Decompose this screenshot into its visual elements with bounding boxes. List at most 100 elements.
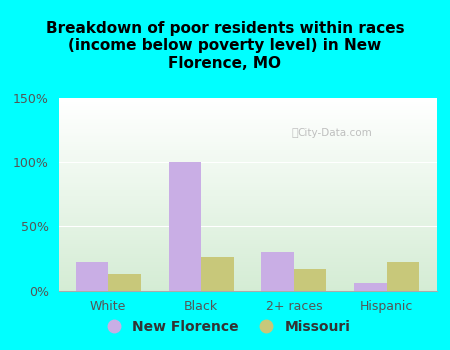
Bar [58,264,436,265]
Bar [58,111,436,113]
Bar [58,127,436,129]
Bar [58,181,436,183]
Bar [58,121,436,123]
Bar [58,113,436,115]
Bar [58,240,436,242]
Bar [58,277,436,279]
Legend: New Florence, Missouri: New Florence, Missouri [94,314,356,340]
Bar [58,288,436,290]
Bar [58,198,436,200]
Bar [58,242,436,244]
Bar [58,150,436,152]
Bar [58,129,436,131]
Bar [58,261,436,264]
Bar [58,156,436,158]
Bar [58,140,436,142]
Bar [58,177,436,179]
Bar [58,123,436,125]
Bar [58,138,436,140]
Bar [58,248,436,250]
Bar [58,102,436,104]
Bar [108,274,141,290]
Bar [58,265,436,267]
Bar [58,144,436,146]
Text: ⓘ: ⓘ [292,128,298,138]
Bar [58,267,436,270]
Bar [58,254,436,256]
Bar [58,158,436,160]
Bar [58,179,436,181]
Bar [58,142,436,144]
Bar [58,175,436,177]
Bar [58,202,436,204]
Bar [58,246,436,248]
Bar [58,161,436,163]
Bar [58,188,436,190]
Bar [58,231,436,233]
Bar [58,211,436,214]
Bar [58,271,436,273]
Bar [58,234,436,237]
Bar [58,194,436,196]
Bar [58,117,436,119]
Bar [58,208,436,210]
Bar [58,233,436,234]
Bar [58,100,436,102]
Bar [58,219,436,221]
Bar [201,257,234,290]
Text: Breakdown of poor residents within races
(income below poverty level) in New
Flo: Breakdown of poor residents within races… [46,21,404,71]
Bar [58,260,436,261]
Bar [58,169,436,171]
Bar [58,256,436,258]
Text: City-Data.com: City-Data.com [297,128,372,138]
Bar [58,107,436,110]
Bar [354,283,387,290]
Bar [58,196,436,198]
Bar [58,215,436,217]
Bar [58,229,436,231]
Bar [58,136,436,138]
Bar [58,252,436,254]
Bar [58,214,436,215]
Bar [58,223,436,225]
Bar [58,221,436,223]
Bar [58,285,436,287]
Bar [58,204,436,206]
Bar [58,273,436,275]
Bar [58,190,436,192]
Bar [58,244,436,246]
Bar [58,115,436,117]
Bar [58,287,436,288]
Bar [58,187,436,188]
Bar [58,119,436,121]
Bar [58,184,436,187]
Bar [58,275,436,277]
Bar [58,227,436,229]
Bar [58,206,436,208]
Bar [58,125,436,127]
Bar [58,160,436,162]
Bar [58,279,436,281]
Bar [58,104,436,106]
Bar [58,239,436,240]
Bar [76,262,108,290]
Bar [58,217,436,219]
Bar [58,183,436,184]
Bar [58,134,436,136]
Bar [58,210,436,211]
Bar [261,252,294,290]
Bar [58,283,436,285]
Bar [58,167,436,169]
Bar [387,262,419,290]
Bar [58,98,436,100]
Bar [294,269,326,290]
Bar [58,131,436,133]
Bar [58,110,436,111]
Bar [58,258,436,260]
Bar [58,133,436,134]
Bar [58,163,436,165]
Bar [58,146,436,148]
Bar [58,106,436,107]
Bar [58,171,436,173]
Bar [58,237,436,239]
